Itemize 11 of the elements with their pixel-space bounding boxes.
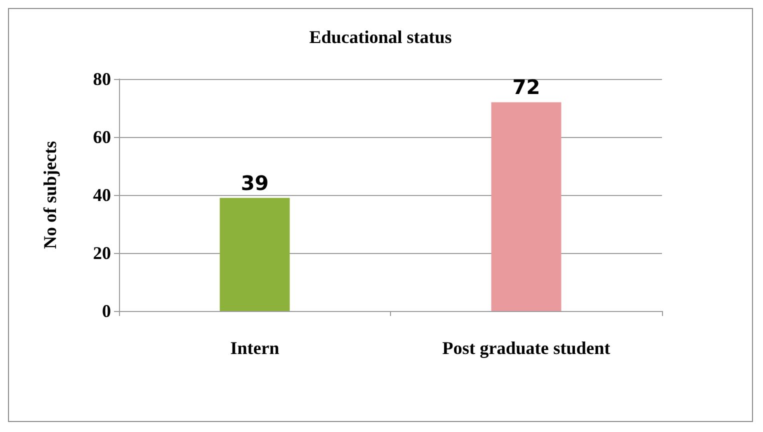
x-tick-label: Intern xyxy=(230,338,280,358)
y-tick-label: 0 xyxy=(102,301,111,321)
x-tick-label: Post graduate student xyxy=(442,338,610,358)
y-tick-label: 60 xyxy=(93,127,111,147)
data-label: 39 xyxy=(240,170,269,195)
y-tick-label: 20 xyxy=(93,243,111,263)
chart-title: Educational status xyxy=(309,27,452,47)
y-axis-title: No of subjects xyxy=(40,141,60,249)
y-tick-label: 80 xyxy=(93,69,111,89)
y-tick-label: 40 xyxy=(93,185,111,205)
data-label: 72 xyxy=(512,75,540,100)
